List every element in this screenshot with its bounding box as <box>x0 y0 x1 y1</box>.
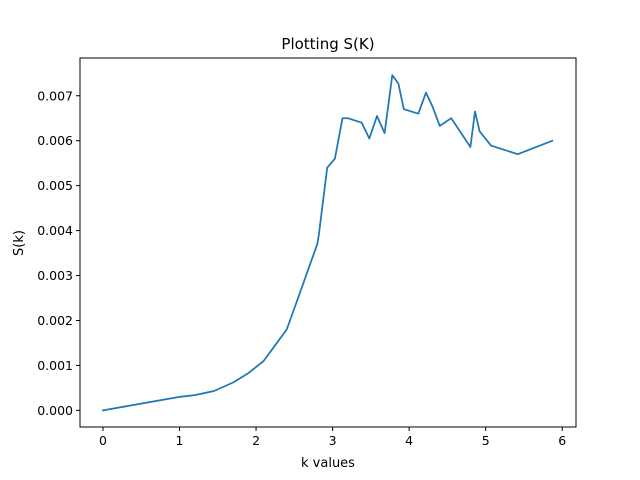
y-tick-label: 0.004 <box>37 223 73 238</box>
x-tick-label: 4 <box>405 433 413 448</box>
x-tick-label: 0 <box>99 433 107 448</box>
x-axis-ticks: 0 1 2 3 4 5 6 <box>99 427 566 448</box>
y-tick-label: 0.007 <box>37 88 73 103</box>
y-axis-ticks: 0.000 0.001 0.002 0.003 0.004 0.005 0.006 0.007 <box>37 88 80 418</box>
x-axis-label: k values <box>301 456 355 471</box>
y-tick-label: 0.002 <box>37 313 73 328</box>
y-tick-label: 0.001 <box>37 358 73 373</box>
y-tick-label: 0.000 <box>37 403 73 418</box>
x-tick-label: 1 <box>176 433 184 448</box>
x-tick-label: 3 <box>329 433 337 448</box>
x-tick-label: 2 <box>252 433 260 448</box>
plot-frame <box>79 57 577 428</box>
plot-series <box>101 74 554 412</box>
x-tick-label: 5 <box>482 433 490 448</box>
y-tick-label: 0.003 <box>37 268 73 283</box>
series-line <box>101 74 554 412</box>
y-axis-label: S(k) <box>12 230 27 256</box>
x-tick-label: 6 <box>558 433 566 448</box>
y-tick-label: 0.006 <box>37 133 73 148</box>
chart-title: Plotting S(K) <box>281 35 374 53</box>
y-tick-label: 0.005 <box>37 178 73 193</box>
